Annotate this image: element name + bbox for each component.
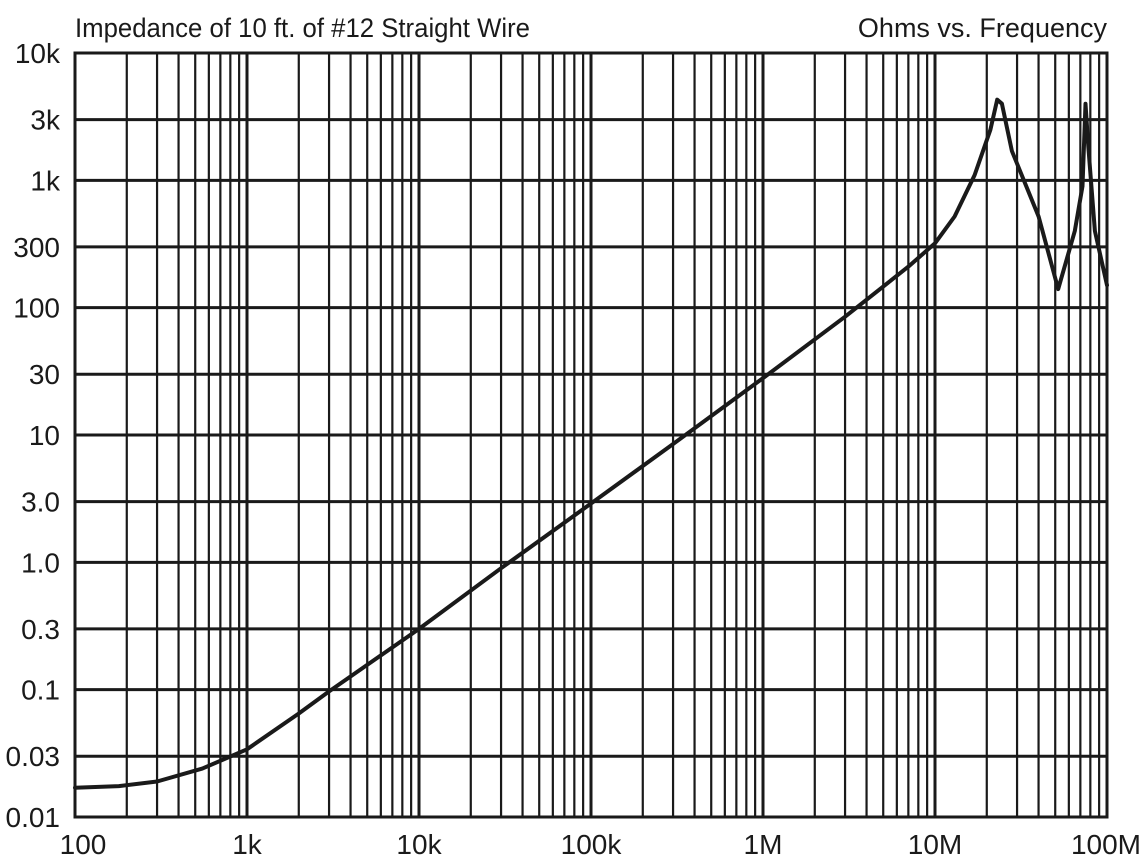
chart-title: Impedance of 10 ft. of #12 Straight Wire <box>75 13 530 43</box>
y-axis-labels: 0.01 0.03 0.1 0.3 1.0 3.0 10 30 100 300 1k 3k 10k <box>6 38 61 833</box>
y-tick-label: 0.1 <box>21 675 60 706</box>
y-tick-label: 3.0 <box>21 487 60 518</box>
x-tick-label: 1M <box>744 829 783 857</box>
x-tick-label: 100M <box>1071 829 1141 857</box>
y-tick-label: 0.01 <box>6 802 61 833</box>
y-tick-label: 30 <box>29 359 60 390</box>
chart-subtitle: Ohms vs. Frequency <box>858 13 1108 43</box>
y-tick-label: 1.0 <box>21 547 60 578</box>
impedance-curve <box>73 97 1109 790</box>
x-tick-label: 1k <box>232 829 263 857</box>
y-tick-label: 10k <box>15 38 61 69</box>
y-tick-label: 0.03 <box>6 741 61 772</box>
y-tick-label: 0.3 <box>21 614 60 645</box>
x-tick-label: 10k <box>396 829 442 857</box>
y-tick-label: 10 <box>29 420 60 451</box>
x-axis-labels: 100 1k 10k 100k 1M 10M 100M <box>60 829 1141 860</box>
x-tick-label: 100 <box>60 829 107 857</box>
major-grid <box>73 51 1107 819</box>
plot-frame <box>73 51 1109 819</box>
x-tick-label: 10M <box>908 829 962 857</box>
y-tick-label: 100 <box>13 293 60 324</box>
y-tick-label: 1k <box>30 165 61 196</box>
y-tick-label: 300 <box>13 232 60 263</box>
x-tick-label: 100k <box>561 829 623 857</box>
y-tick-label: 3k <box>30 105 61 136</box>
